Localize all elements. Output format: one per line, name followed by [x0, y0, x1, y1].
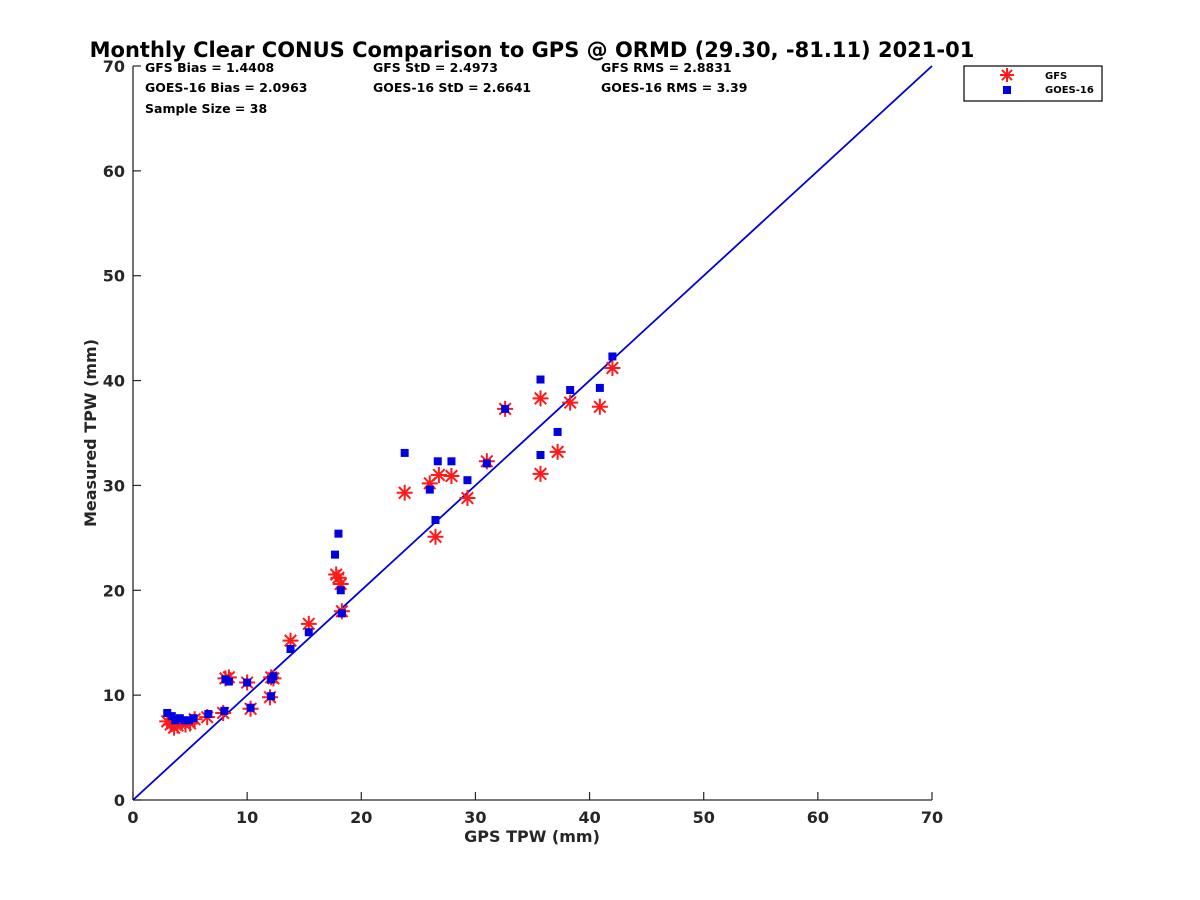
data-points: [159, 352, 621, 736]
goes16-point: [171, 716, 180, 725]
chart-title: Monthly Clear CONUS Comparison to GPS @ …: [90, 38, 975, 62]
goes16-point: [334, 529, 343, 538]
goes16-point: [608, 352, 617, 361]
y-tick-label: 70: [103, 57, 125, 76]
one-to-one-line: [132, 65, 933, 801]
goes16-point: [189, 714, 198, 723]
goes16-point: [224, 677, 233, 686]
x-tick-label: 30: [464, 808, 486, 827]
goes16-point: [269, 672, 278, 681]
y-tick-label: 20: [103, 581, 125, 600]
gfs-point: [604, 359, 621, 376]
x-tick-label: 50: [693, 808, 715, 827]
goes16-point: [336, 586, 345, 595]
stat-text: Sample Size = 38: [145, 101, 267, 116]
legend-gfs-marker: [1000, 68, 1014, 82]
y-axis-label: Measured TPW (mm): [81, 339, 100, 527]
gfs-point: [430, 466, 447, 483]
legend-goes16-square: [1003, 86, 1011, 94]
stats-panel: GFS Bias = 1.4408 GFS StD = 2.4973 GFS RMS…: [145, 60, 747, 116]
goes16-point: [447, 457, 456, 466]
stat-text: GOES-16 StD = 2.6641: [373, 80, 531, 95]
goes16-point: [175, 714, 184, 723]
gfs-point: [532, 390, 549, 407]
goes16-point: [553, 427, 562, 436]
goes16-point: [180, 716, 189, 725]
goes16-point: [267, 692, 276, 701]
legend-box: [963, 65, 1103, 102]
goes16-point: [536, 451, 545, 460]
plot-axes: [132, 66, 932, 801]
legend-goes16-label: GOES-16: [1045, 85, 1094, 96]
x-tick-label: 70: [921, 808, 943, 827]
x-tick-label: 10: [236, 808, 258, 827]
gfs-point: [421, 475, 438, 492]
legend-gfs-asterisk: [1000, 68, 1014, 82]
legend-gfs-label: GFS: [1045, 71, 1067, 82]
goes16-point: [220, 706, 229, 715]
gfs-point: [459, 490, 476, 507]
y-tick-label: 30: [103, 476, 125, 495]
x-tick-label: 60: [807, 808, 829, 827]
gfs-point: [591, 398, 608, 415]
x-axis-label: GPS TPW (mm): [464, 827, 600, 846]
gfs-point: [332, 575, 349, 592]
legend: GFS GOES-16: [963, 65, 1103, 102]
goes16-point: [431, 516, 440, 525]
goes16-point: [536, 375, 545, 384]
x-tick-label: 20: [350, 808, 372, 827]
goes16-point: [482, 459, 491, 468]
goes16-point: [246, 703, 255, 712]
y-tick-label: 50: [103, 267, 125, 286]
gfs-point: [532, 465, 549, 482]
goes16-point: [501, 404, 510, 413]
goes16-point: [433, 457, 442, 466]
gfs-point: [330, 569, 347, 586]
x-tick-label: 40: [578, 808, 600, 827]
y-tick-label: 40: [103, 372, 125, 391]
gfs-point: [300, 615, 317, 632]
gfs-point: [282, 632, 299, 649]
goes16-point: [595, 383, 604, 392]
goes16-point: [286, 645, 295, 654]
gfs-point: [396, 484, 413, 501]
goes16-point: [163, 708, 172, 717]
goes16-point: [400, 448, 409, 457]
goes16-point: [304, 628, 313, 637]
goes16-point: [167, 712, 176, 721]
stat-text: GOES-16 Bias = 2.0963: [145, 80, 307, 95]
goes16-point: [204, 710, 213, 719]
goes16-point: [463, 476, 472, 485]
x-tick-label: 0: [127, 808, 138, 827]
gfs-point: [549, 443, 566, 460]
gfs-point: [443, 467, 460, 484]
goes16-point: [243, 678, 252, 687]
legend-goes16-marker: [1003, 86, 1011, 94]
y-tick-label: 0: [114, 791, 125, 810]
y-tick-label: 10: [103, 686, 125, 705]
gfs-point: [562, 394, 579, 411]
goes16-point: [331, 550, 340, 559]
gfs-point: [427, 528, 444, 545]
tick-labels: 0 10 20 30 40 50 60 70 0 10 20 30 40 50 60 70: [103, 57, 943, 827]
y-tick-label: 60: [103, 162, 125, 181]
gfs-point: [177, 716, 194, 733]
goes16-point: [337, 609, 346, 618]
stat-text: GOES-16 RMS = 3.39: [601, 80, 747, 95]
goes16-point: [425, 485, 434, 494]
stat-text: GFS StD = 2.4973: [373, 60, 498, 75]
reference-line-group: [132, 65, 933, 801]
stat-text: GFS RMS = 2.8831: [601, 60, 732, 75]
goes16-point: [184, 716, 193, 725]
stat-text: GFS Bias = 1.4408: [145, 60, 274, 75]
goes16-point: [566, 386, 575, 395]
